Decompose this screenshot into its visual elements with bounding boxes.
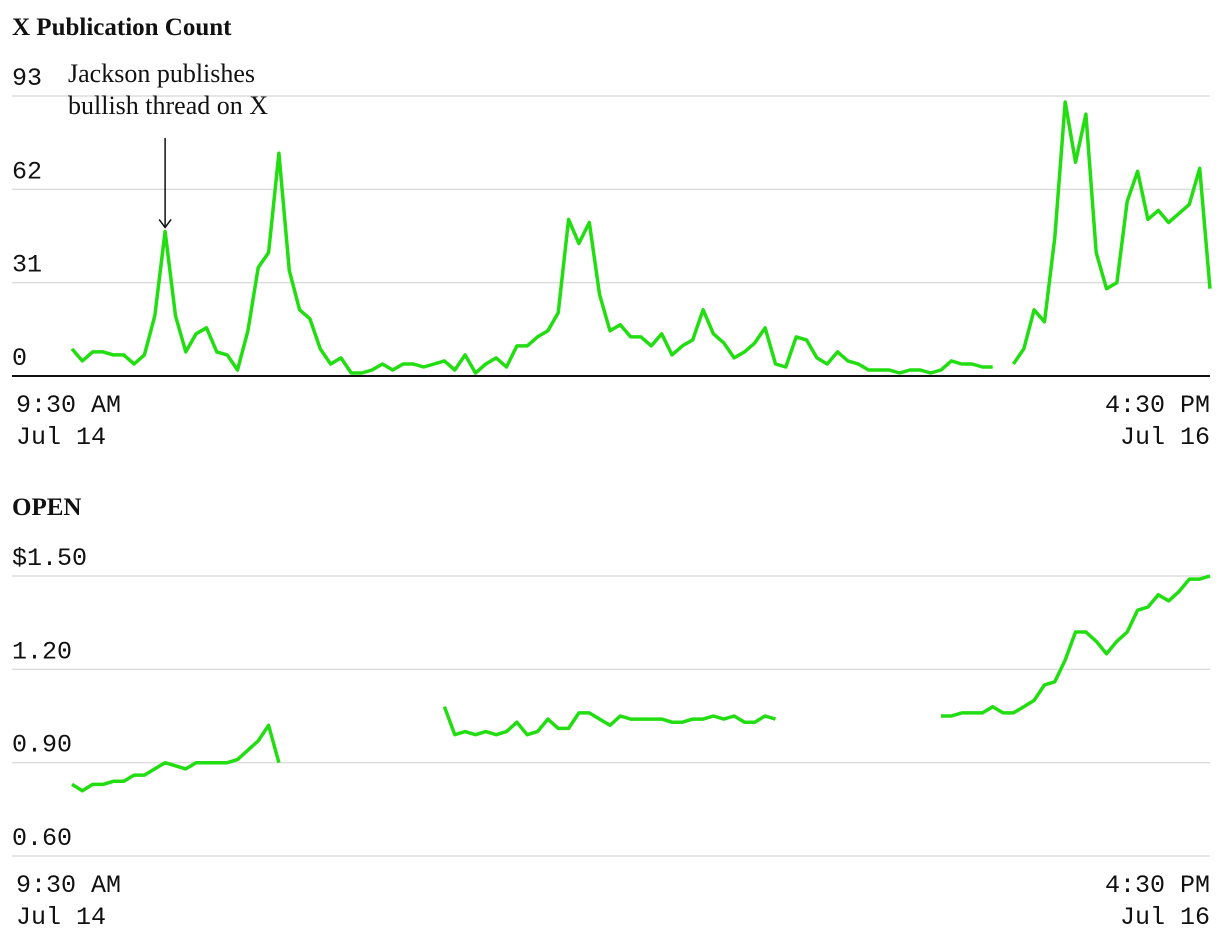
y-tick-label: 31 (12, 251, 42, 280)
data-line (71, 574, 1211, 793)
y-tick-label: $1.50 (12, 544, 87, 573)
annotation: Jackson publishes bullish thread on X (68, 59, 269, 120)
y-tick-label: 1.20 (12, 637, 72, 666)
y-tick-label: 0.90 (12, 731, 72, 760)
x-tick-label: 9:30 AM Jul 14 (16, 391, 122, 452)
x-tick-label: 4:30 PM Jul 16 (1104, 871, 1210, 932)
y-tick-label: 93 (12, 64, 42, 93)
y-tick-label: 62 (12, 157, 42, 186)
annotation-arrowhead (158, 219, 172, 229)
data-line (70, 100, 1212, 375)
chart-title: OPEN (12, 494, 81, 521)
x-tick-label: 4:30 PM Jul 16 (1104, 391, 1210, 452)
x-tick-label: 9:30 AM Jul 14 (16, 871, 122, 932)
y-tick-label: 0 (12, 344, 27, 373)
y-tick-label: 0.60 (12, 824, 72, 853)
chart-title: X Publication Count (12, 14, 232, 41)
